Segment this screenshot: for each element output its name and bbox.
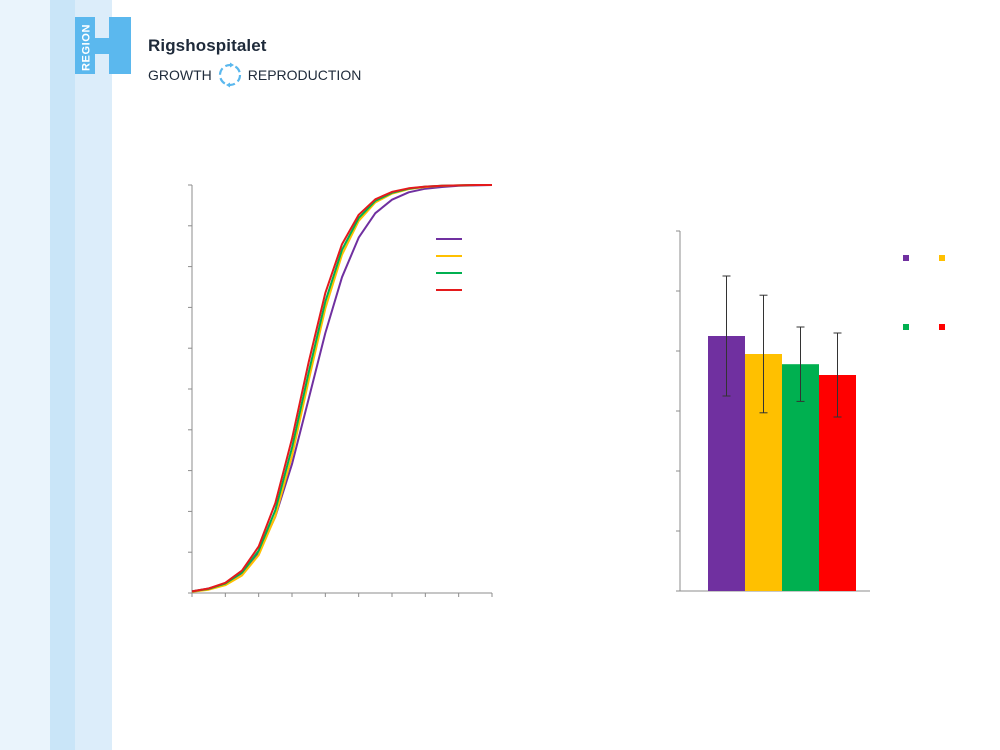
background-stripe-pale bbox=[75, 0, 112, 750]
bar-legend-swatch-3 bbox=[939, 324, 945, 330]
region-h-logo: REGION bbox=[75, 17, 131, 74]
line-series-3 bbox=[191, 184, 492, 593]
bar-legend-swatch-1 bbox=[939, 255, 945, 261]
tagline-reproduction: REPRODUCTION bbox=[247, 67, 362, 83]
brand-tagline: GROWTH REPRODUCTION bbox=[148, 62, 362, 88]
bar-legend-swatch-2 bbox=[903, 324, 909, 330]
logo-text: REGION bbox=[81, 24, 93, 71]
bar-2 bbox=[782, 364, 819, 591]
background-stripe-mid bbox=[50, 0, 75, 750]
bar-legend-swatch-0 bbox=[903, 255, 909, 261]
cycle-arrows-icon bbox=[218, 62, 241, 88]
brand-name: Rigshospitalet bbox=[148, 36, 267, 55]
background-stripe-light bbox=[0, 0, 50, 750]
tagline-growth: GROWTH bbox=[148, 67, 212, 83]
